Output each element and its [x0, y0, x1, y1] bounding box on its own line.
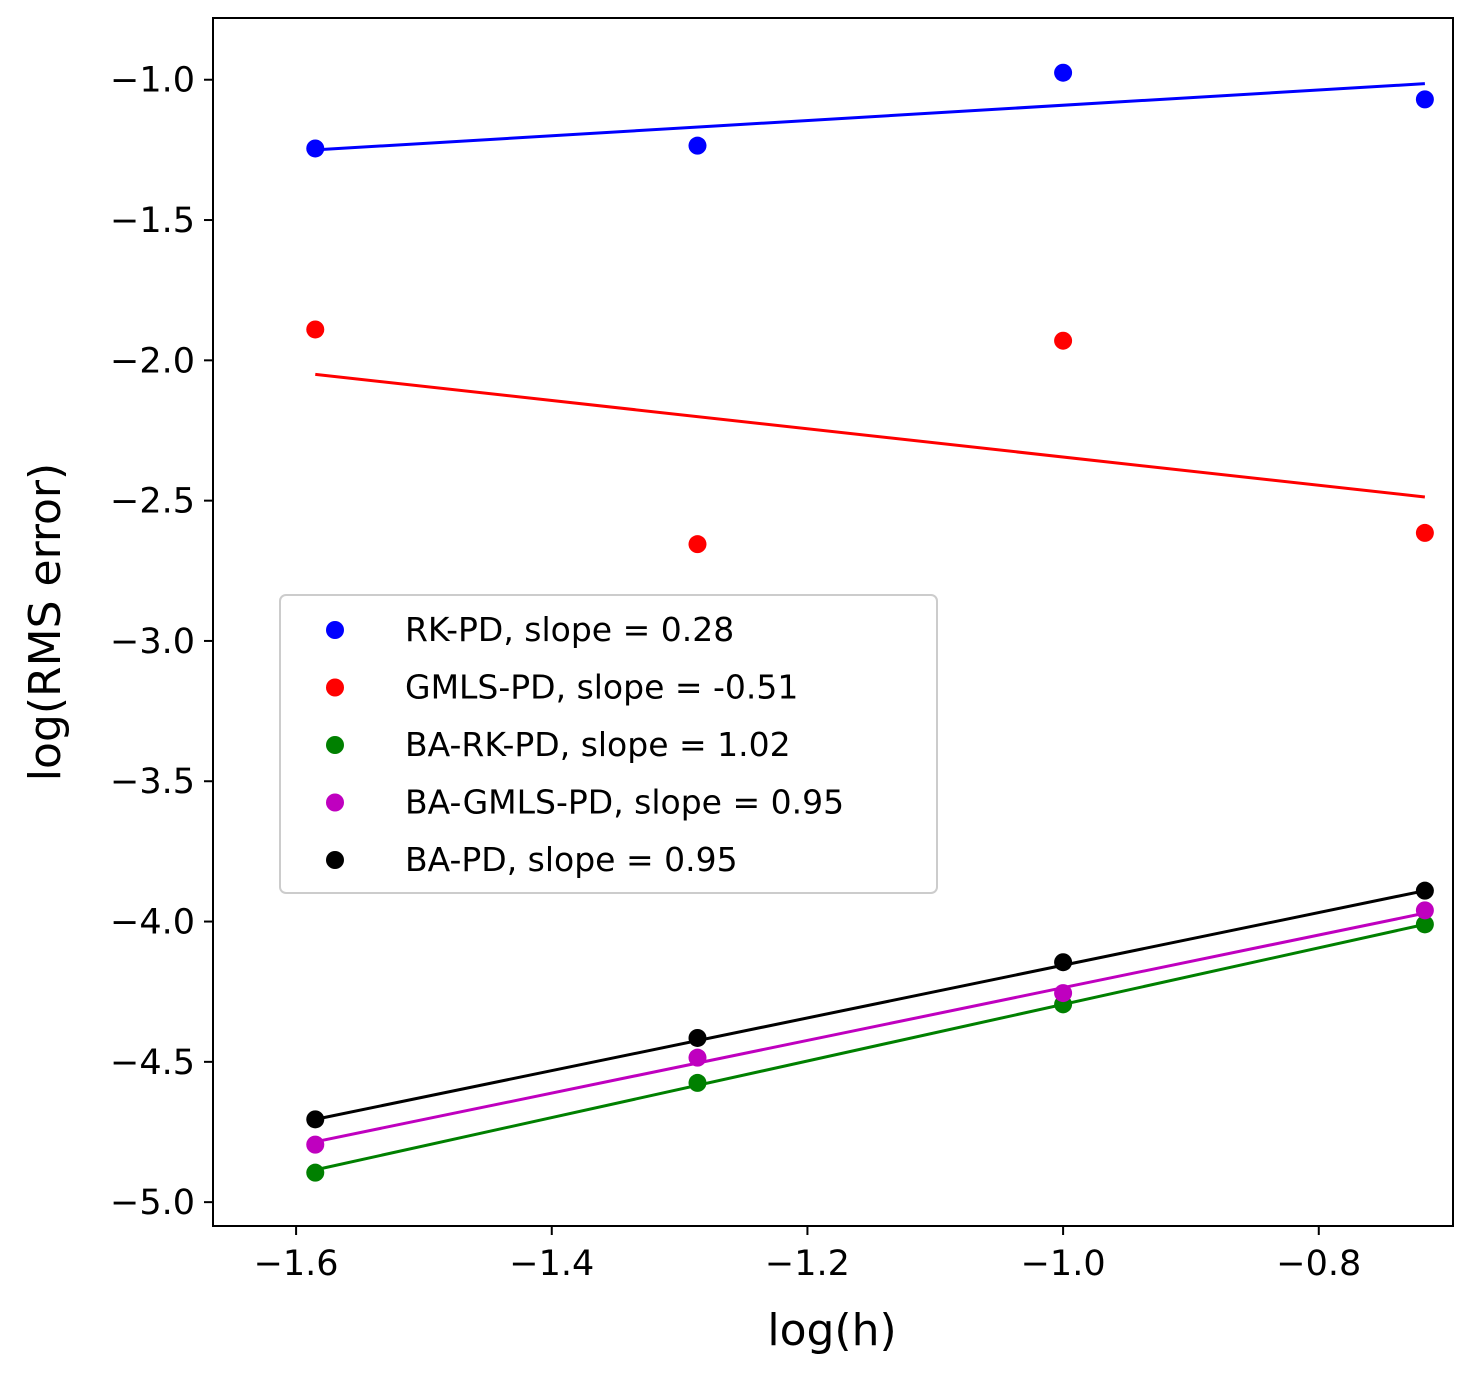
data-point-series-1 — [306, 320, 325, 339]
y-tick-label: −5.0 — [110, 1183, 195, 1223]
y-tick-label: −4.0 — [110, 903, 195, 943]
data-point-series-1 — [688, 535, 707, 554]
legend-marker — [326, 621, 344, 639]
plot-area — [306, 63, 1434, 1182]
y-tick-label: −2.0 — [110, 341, 195, 381]
data-point-series-4 — [1054, 953, 1073, 972]
x-tick-label: −1.4 — [509, 1244, 594, 1284]
x-axis-label: log(h) — [767, 1305, 896, 1356]
data-point-series-4 — [688, 1028, 707, 1047]
data-point-series-1 — [1054, 331, 1073, 350]
fit-line-series-2 — [314, 922, 1426, 1172]
data-point-series-2 — [1415, 915, 1434, 934]
data-point-series-0 — [1054, 63, 1073, 82]
fit-line-series-4 — [314, 889, 1426, 1121]
legend-label: RK-PD, slope = 0.28 — [405, 610, 734, 649]
legend: RK-PD, slope = 0.28 GMLS-PD, slope = -0.5… — [279, 594, 938, 894]
data-point-series-3 — [688, 1048, 707, 1067]
legend-label: BA-RK-PD, slope = 1.02 — [405, 725, 791, 764]
data-point-series-4 — [1415, 881, 1434, 900]
data-point-series-0 — [306, 139, 325, 158]
data-point-series-1 — [1415, 523, 1434, 542]
legend-label: BA-GMLS-PD, slope = 0.95 — [405, 783, 844, 822]
legend-marker — [326, 793, 344, 812]
legend-label: GMLS-PD, slope = -0.51 — [405, 668, 798, 707]
legend-label: BA-PD, slope = 0.95 — [405, 840, 738, 879]
y-axis-label: log(RMS error) — [20, 463, 71, 781]
axes-frame — [212, 17, 1454, 1227]
data-point-series-3 — [306, 1135, 325, 1154]
fit-line-series-3 — [314, 911, 1426, 1144]
fit-line-series-0 — [315, 82, 1425, 152]
x-tick-label: −1.0 — [1021, 1244, 1106, 1284]
legend-frame — [279, 594, 938, 894]
y-tick-label: −2.5 — [110, 482, 195, 522]
y-tick-label: −3.0 — [110, 622, 195, 662]
legend-marker — [326, 736, 344, 754]
x-axis: −1.6 −1.4 −1.2 −1.0 −0.8 — [254, 1226, 1361, 1284]
x-tick-label: −0.8 — [1276, 1244, 1361, 1284]
data-point-series-0 — [688, 136, 707, 155]
x-tick-label: −1.2 — [765, 1244, 850, 1284]
data-point-series-4 — [306, 1110, 325, 1129]
y-axis: −1.0 −1.5 −2.0 −2.5 −3.0 −3.5 −4.0 −4.5 −5.0 — [110, 61, 213, 1223]
fit-line-series-1 — [315, 372, 1426, 499]
legend-marker — [326, 851, 344, 869]
y-tick-label: −3.5 — [110, 762, 195, 802]
y-tick-label: −1.5 — [110, 201, 195, 241]
data-point-series-0 — [1415, 90, 1434, 109]
data-point-series-2 — [306, 1163, 325, 1182]
legend-marker — [326, 678, 344, 697]
data-point-series-3 — [1415, 901, 1434, 920]
y-tick-label: −1.0 — [110, 61, 195, 101]
x-tick-label: −1.6 — [254, 1244, 339, 1284]
data-point-series-2 — [688, 1073, 707, 1092]
y-tick-label: −4.5 — [110, 1043, 195, 1083]
data-point-series-3 — [1054, 984, 1073, 1003]
